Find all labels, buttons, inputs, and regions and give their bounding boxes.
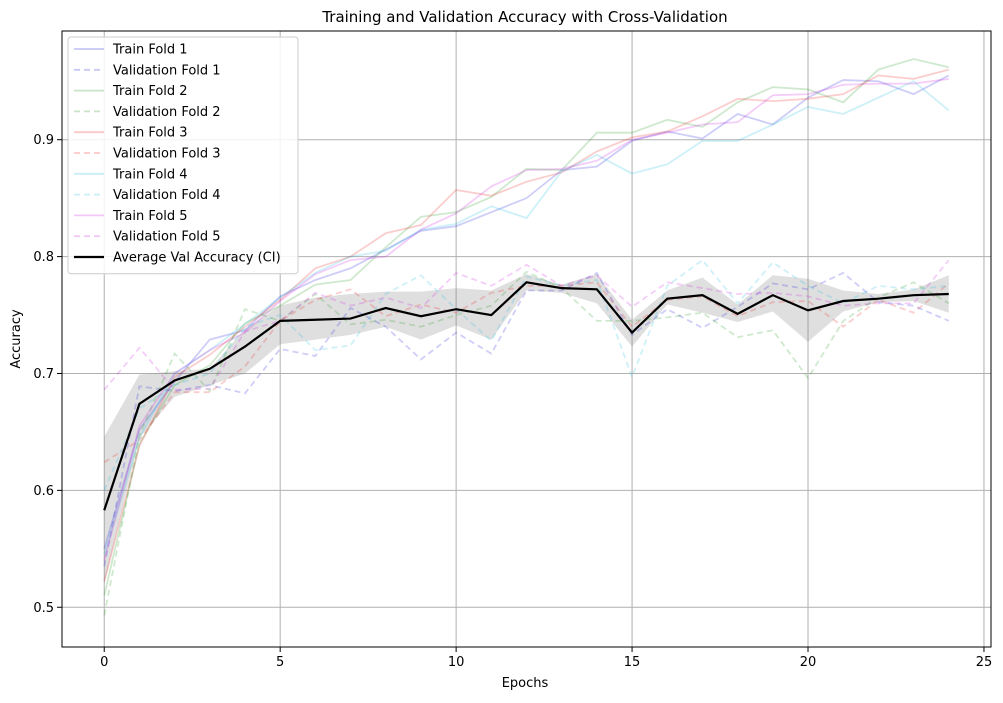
y-tick-label: 0.9 (33, 133, 54, 148)
series-line-validation-fold-1 (103, 271, 950, 567)
chart-title: Training and Validation Accuracy with Cr… (321, 8, 727, 26)
y-tick-label: 0.7 (33, 367, 54, 382)
plot-frame (61, 30, 992, 648)
series-line-train-fold-1 (103, 74, 950, 550)
x-tick-label: 10 (448, 655, 465, 670)
legend-label-train-fold-1: Train Fold 1 (112, 43, 188, 58)
legend-label-train-fold-5: Train Fold 5 (112, 209, 188, 224)
x-axis-title: Epochs (502, 676, 549, 691)
grid (62, 31, 991, 647)
x-tick-label: 15 (624, 655, 641, 670)
x-axis-ticks: 0 5 10 15 20 25 (100, 647, 992, 670)
legend: Train Fold 1 Validation Fold 1 Train Fold … (67, 36, 299, 275)
legend-box (67, 36, 299, 275)
series-line-validation-fold-5 (103, 259, 950, 391)
series-line-train-fold-4 (103, 80, 950, 555)
x-tick-label: 20 (800, 655, 817, 670)
series-line-average-val-accuracy-ci (103, 281, 949, 511)
series-line-train-fold-3 (103, 68, 950, 582)
series-line-train-fold-5 (103, 78, 949, 561)
y-axis-ticks: 0.5 0.6 0.7 0.8 0.9 (33, 133, 62, 616)
series-line-train-fold-2 (103, 58, 949, 596)
legend-label-validation-fold-1: Validation Fold 1 (113, 63, 221, 78)
x-tick-label: 0 (100, 655, 108, 670)
legend-label-validation-fold-5: Validation Fold 5 (113, 230, 221, 245)
legend-label-validation-fold-2: Validation Fold 2 (113, 105, 221, 120)
y-axis-title: Accuracy (9, 309, 24, 369)
legend-label-validation-fold-4: Validation Fold 4 (113, 188, 221, 203)
series-line-validation-fold-2 (103, 270, 950, 616)
legend-label-train-fold-2: Train Fold 2 (112, 84, 188, 99)
legend-label-train-fold-3: Train Fold 3 (112, 126, 188, 141)
legend-label-train-fold-4: Train Fold 4 (112, 167, 188, 182)
y-tick-label: 0.6 (33, 484, 54, 499)
x-tick-label: 5 (276, 655, 284, 670)
x-tick-label: 25 (976, 655, 993, 670)
ci-band-average-val-accuracy-ci (104, 274, 949, 584)
legend-label-validation-fold-3: Validation Fold 3 (113, 147, 221, 162)
series-lines (103, 58, 950, 616)
legend-label-average-val-accuracy-ci: Average Val Accuracy (CI) (113, 251, 281, 266)
confidence-interval-band (104, 274, 949, 584)
y-tick-label: 0.8 (33, 250, 54, 265)
y-tick-label: 0.5 (33, 601, 54, 616)
series-line-validation-fold-4 (103, 258, 949, 491)
